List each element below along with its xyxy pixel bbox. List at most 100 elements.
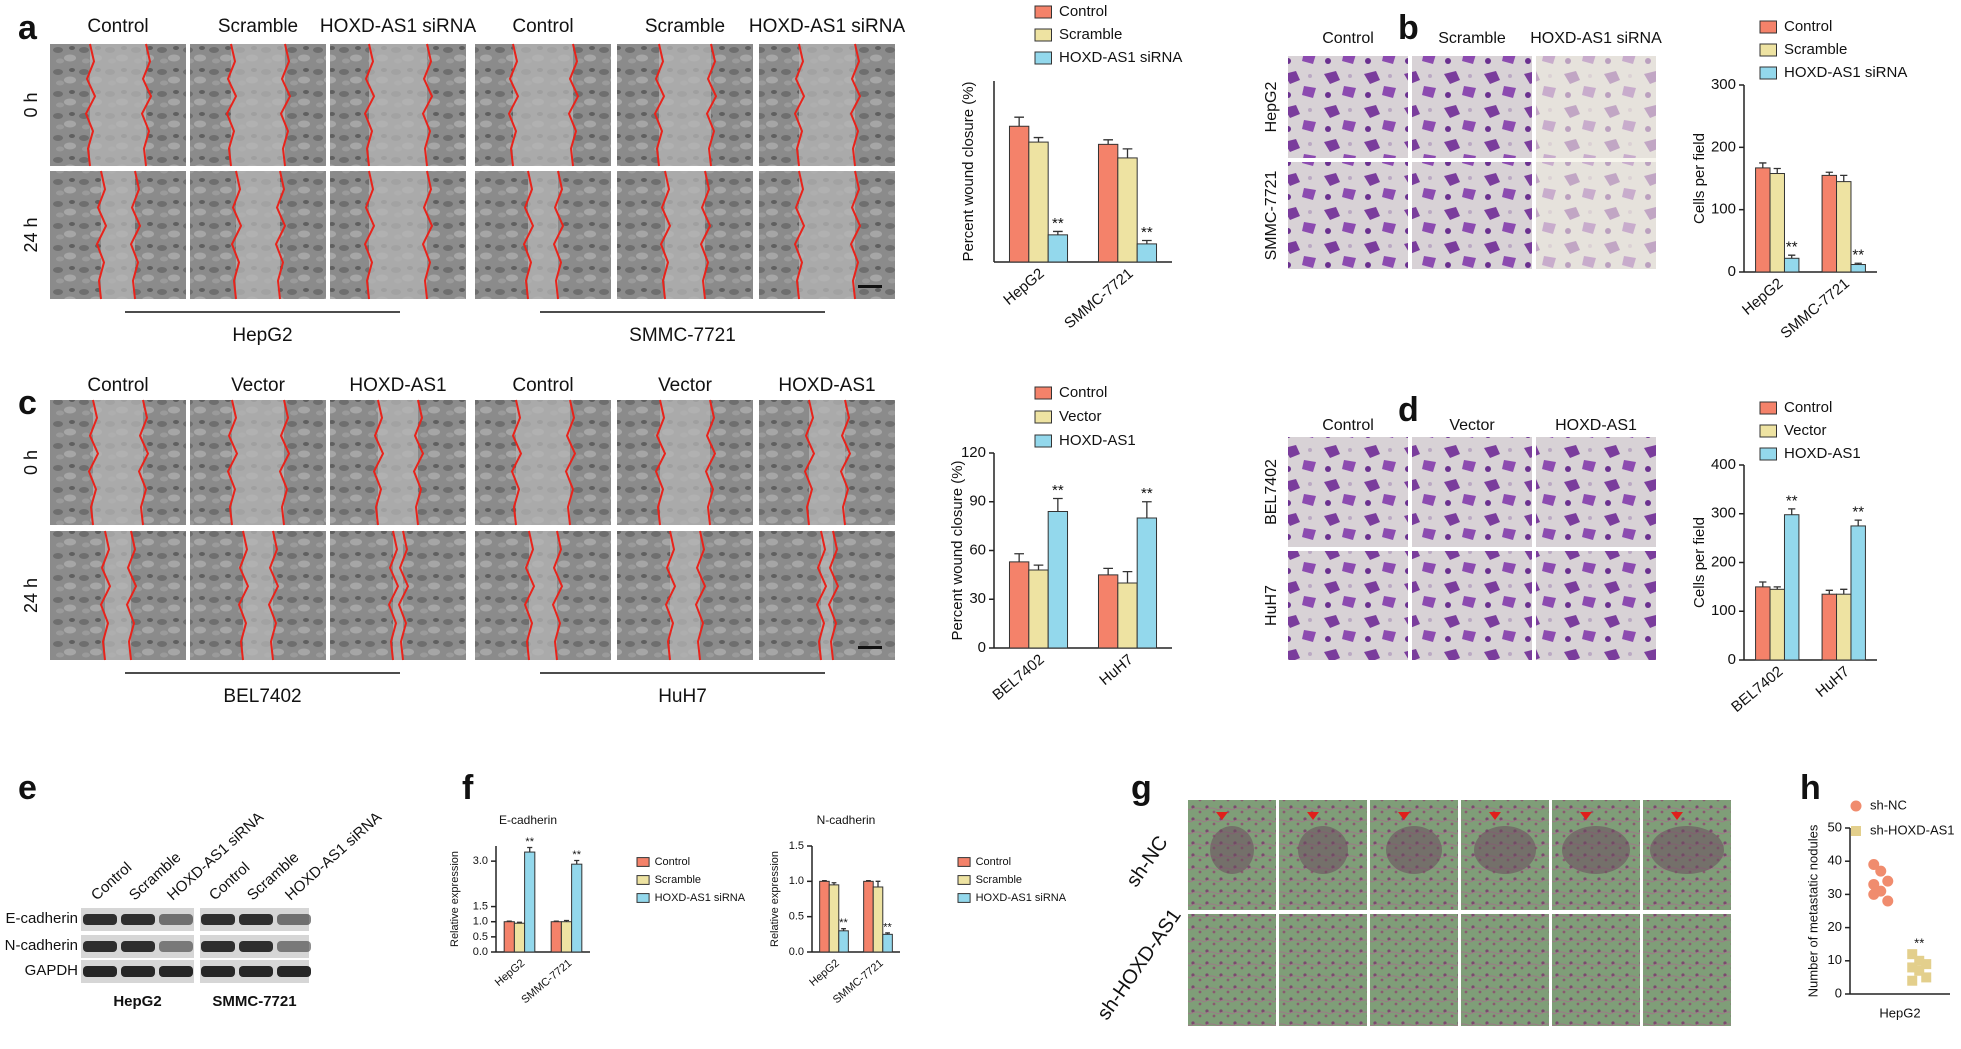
bar: [1850, 525, 1866, 661]
error-bar: [875, 880, 881, 887]
error-bar: [841, 928, 846, 931]
column-label: HOXD-AS1: [778, 375, 875, 396]
column-label: Control: [87, 375, 148, 396]
wound-edge: [793, 170, 806, 300]
wound-edge: [815, 530, 828, 661]
tumor-nodule: [1562, 826, 1630, 874]
wound-area: [513, 44, 573, 166]
bar: [1117, 582, 1138, 649]
legend-label: sh-NC: [1870, 797, 1907, 812]
significance: **: [883, 921, 892, 933]
wound-edge: [653, 43, 666, 167]
blot-band: [201, 941, 235, 952]
blot-band: [83, 941, 117, 952]
wound-edge: [522, 170, 535, 300]
column-label: Scramble: [218, 16, 298, 37]
error-bar: [563, 919, 570, 922]
error-bar: [1825, 171, 1833, 176]
significance: **: [1052, 482, 1064, 499]
bar: [1028, 569, 1049, 649]
y-axis-label: Relative expression: [769, 851, 781, 947]
wound-area: [660, 400, 710, 525]
significance: **: [1852, 247, 1864, 264]
arrow: [1489, 812, 1501, 820]
y-tick-label: 10: [1828, 952, 1842, 967]
wound-edge: [507, 43, 520, 167]
group-label: HuH7: [658, 686, 707, 707]
row-label: 0 h: [21, 92, 41, 117]
y-tick-label: 0: [1728, 263, 1736, 280]
error-bar: [1053, 230, 1063, 235]
wound-edge: [510, 399, 523, 526]
y-tick-label: 0.0: [789, 946, 804, 958]
wound-edge: [226, 399, 239, 526]
column-label: Control: [512, 375, 573, 396]
wound-area: [659, 44, 711, 166]
wound-area: [529, 531, 557, 660]
y-tick-label: 100: [1711, 602, 1736, 619]
bar: [1836, 593, 1852, 661]
blot-band: [121, 966, 155, 977]
row-label: N-cadherin: [5, 937, 78, 954]
bar: [872, 886, 884, 953]
legend-swatch: [957, 893, 971, 903]
significance: **: [1852, 504, 1864, 521]
y-tick-label: 20: [1828, 919, 1842, 934]
wound-edge: [372, 399, 385, 526]
x-tick-label: BEL7402: [1728, 663, 1786, 716]
wound-edge: [237, 530, 250, 661]
error-bar: [866, 879, 871, 882]
blot-band: [121, 914, 155, 925]
error-bar: [1773, 586, 1781, 590]
error-bar: [1788, 508, 1796, 515]
legend-label: Control: [1784, 399, 1832, 416]
wound-area: [369, 171, 427, 299]
wound-area: [90, 44, 146, 166]
point: [1868, 878, 1880, 890]
wound-area: [232, 400, 284, 525]
bar: [1755, 586, 1771, 661]
blot-band: [277, 941, 311, 952]
point: [1907, 975, 1918, 986]
column-label: Control: [512, 16, 573, 37]
legend-label: Scramble: [655, 874, 701, 886]
y-tick-label: 30: [1828, 886, 1842, 901]
significance: **: [839, 917, 848, 929]
arrow: [1580, 812, 1592, 820]
blot-band: [239, 941, 273, 952]
bar: [1783, 514, 1800, 661]
legend-label: HOXD-AS1 siRNA: [976, 892, 1067, 904]
error-bar: [1825, 589, 1833, 595]
bar: [560, 921, 573, 953]
error-bar: [1142, 239, 1152, 244]
y-axis-label: Percent wound closure (%): [960, 81, 977, 261]
stain-image: [1536, 437, 1656, 547]
group-label: HepG2: [232, 325, 292, 346]
legend-swatch: [636, 893, 650, 903]
stain-image: [1536, 551, 1656, 660]
wound-edge: [125, 530, 138, 661]
bar: [1008, 561, 1030, 649]
wound-edge: [363, 43, 376, 167]
blot-band: [201, 966, 235, 977]
legend-label: Control: [1059, 3, 1107, 20]
error-bar: [1142, 501, 1152, 518]
column-label: Control: [88, 859, 135, 904]
blot-band: [121, 941, 155, 952]
error-bar: [1759, 162, 1767, 168]
wound-edge: [363, 170, 376, 300]
error-bar: [516, 921, 523, 924]
bar: [1097, 143, 1119, 263]
y-tick-label: 100: [1711, 201, 1736, 218]
tissue-image: [1461, 914, 1549, 1026]
legend-swatch: [1759, 447, 1777, 461]
y-axis-label: Number of metastatic nodules: [1805, 824, 1820, 997]
row-label: sh-HOXD-AS1: [1093, 905, 1186, 1024]
point: [1921, 972, 1932, 983]
wound-edge: [654, 399, 667, 526]
bar: [513, 922, 526, 953]
wound-area: [516, 400, 570, 525]
y-tick-label: 0.0: [473, 946, 488, 958]
